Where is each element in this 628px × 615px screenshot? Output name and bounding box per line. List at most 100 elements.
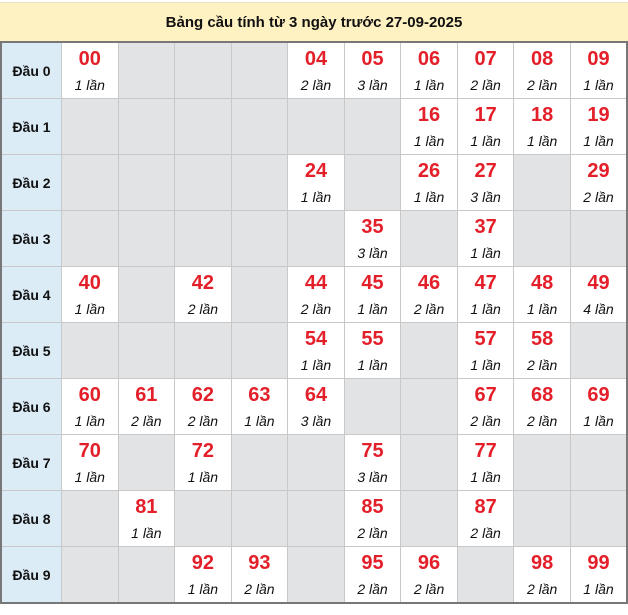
loto-number: 45 xyxy=(361,271,384,294)
occurrence-count: 2 lần xyxy=(131,412,162,429)
loto-number: 19 xyxy=(587,103,610,126)
number-cell: 58 2 lần xyxy=(513,322,571,379)
number-cell: 16 1 lần xyxy=(400,98,458,155)
loto-number: 35 xyxy=(361,215,384,238)
number-cell: 62 2 lần xyxy=(174,378,232,435)
occurrence-count: 1 lần xyxy=(470,132,501,149)
loto-number: 67 xyxy=(474,383,497,406)
number-cell: 06 1 lần xyxy=(400,41,458,99)
number-cell: 92 1 lần xyxy=(174,546,232,604)
empty-cell xyxy=(174,154,232,211)
loto-number: 09 xyxy=(587,47,610,70)
occurrence-count: 1 lần xyxy=(413,132,445,149)
loto-number: 81 xyxy=(135,495,158,518)
loto-number: 04 xyxy=(304,47,328,70)
empty-cell xyxy=(569,322,628,379)
loto-number: 62 xyxy=(191,383,214,406)
table-row: Đầu 6 60 1 lần 61 2 lần 62 2 lần 63 1 lần 64 3 lần… xyxy=(0,378,628,435)
row-label: Đầu 0 xyxy=(0,41,62,99)
empty-cell xyxy=(343,98,402,155)
empty-cell xyxy=(287,434,345,491)
empty-cell xyxy=(513,434,571,491)
occurrence-count: 1 lần xyxy=(413,76,445,93)
occurrence-count: 1 lần xyxy=(583,76,614,93)
loto-number: 17 xyxy=(474,103,497,126)
occurrence-count: 1 lần xyxy=(583,132,614,149)
empty-cell xyxy=(174,98,232,155)
empty-cell xyxy=(117,154,176,211)
table-row: Đầu 5 54 1 lần 55 1 lần 57 1 lần 58 2 lần xyxy=(0,322,628,379)
empty-cell xyxy=(513,490,571,547)
occurrence-count: 1 lần xyxy=(470,468,501,485)
loto-number: 96 xyxy=(417,551,441,574)
empty-cell xyxy=(569,210,628,267)
number-cell: 17 1 lần xyxy=(456,98,515,155)
number-cell: 07 2 lần xyxy=(456,41,515,99)
loto-number: 55 xyxy=(361,327,384,350)
occurrence-count: 1 lần xyxy=(300,188,332,205)
empty-cell xyxy=(61,210,119,267)
occurrence-count: 2 lần xyxy=(526,412,558,429)
number-cell: 35 3 lần xyxy=(343,210,402,267)
empty-cell xyxy=(400,210,458,267)
loto-number: 75 xyxy=(361,439,384,462)
loto-number: 44 xyxy=(304,271,328,294)
loto-number: 70 xyxy=(78,439,101,462)
empty-cell xyxy=(117,98,176,155)
number-cell: 54 1 lần xyxy=(287,322,345,379)
occurrence-count: 1 lần xyxy=(526,300,558,317)
empty-cell xyxy=(174,210,232,267)
number-cell: 09 1 lần xyxy=(569,41,628,99)
empty-cell xyxy=(513,154,571,211)
empty-cell xyxy=(117,546,176,604)
occurrence-count: 1 lần xyxy=(470,244,501,261)
number-cell: 04 2 lần xyxy=(287,41,345,99)
number-cell: 67 2 lần xyxy=(456,378,515,435)
occurrence-count: 2 lần xyxy=(413,580,445,597)
number-cell: 98 2 lần xyxy=(513,546,571,604)
occurrence-count: 3 lần xyxy=(300,412,332,429)
occurrence-count: 3 lần xyxy=(357,468,388,485)
occurrence-count: 4 lần xyxy=(583,300,614,317)
empty-cell xyxy=(230,154,289,211)
loto-table: Đầu 0 00 1 lần 04 2 lần 05 3 lần 06 1 lần 07 2 lần… xyxy=(0,41,628,604)
occurrence-count: 2 lần xyxy=(526,580,558,597)
row-label: Đầu 7 xyxy=(0,434,62,491)
row-label: Đầu 6 xyxy=(0,378,62,435)
empty-cell xyxy=(400,378,458,435)
empty-cell xyxy=(61,490,119,547)
occurrence-count: 3 lần xyxy=(357,244,388,261)
table-row: Đầu 8 81 1 lần 85 2 lần 87 2 lần xyxy=(0,490,628,547)
occurrence-count: 2 lần xyxy=(470,76,501,93)
empty-cell xyxy=(513,210,571,267)
loto-number: 95 xyxy=(361,551,384,574)
occurrence-count: 1 lần xyxy=(131,524,162,541)
occurrence-count: 2 lần xyxy=(244,580,275,597)
loto-number: 63 xyxy=(248,383,271,406)
occurrence-count: 1 lần xyxy=(583,412,614,429)
empty-cell xyxy=(61,322,119,379)
occurrence-count: 2 lần xyxy=(470,412,501,429)
occurrence-count: 1 lần xyxy=(470,300,501,317)
occurrence-count: 1 lần xyxy=(357,300,388,317)
loto-number: 64 xyxy=(304,383,328,406)
number-cell: 75 3 lần xyxy=(343,434,402,491)
loto-number: 00 xyxy=(78,47,101,70)
empty-cell xyxy=(174,490,232,547)
row-label: Đầu 8 xyxy=(0,490,62,547)
occurrence-count: 2 lần xyxy=(470,524,501,541)
occurrence-count: 1 lần xyxy=(187,468,219,485)
empty-cell xyxy=(230,210,289,267)
loto-number: 98 xyxy=(531,551,554,574)
number-cell: 77 1 lần xyxy=(456,434,515,491)
empty-cell xyxy=(117,210,176,267)
loto-number: 93 xyxy=(248,551,271,574)
empty-cell xyxy=(230,490,289,547)
number-cell: 55 1 lần xyxy=(343,322,402,379)
occurrence-count: 2 lần xyxy=(413,300,445,317)
number-cell: 27 3 lần xyxy=(456,154,515,211)
occurrence-count: 1 lần xyxy=(357,356,388,373)
empty-cell xyxy=(61,546,119,604)
occurrence-count: 1 lần xyxy=(74,468,105,485)
empty-cell xyxy=(569,490,628,547)
